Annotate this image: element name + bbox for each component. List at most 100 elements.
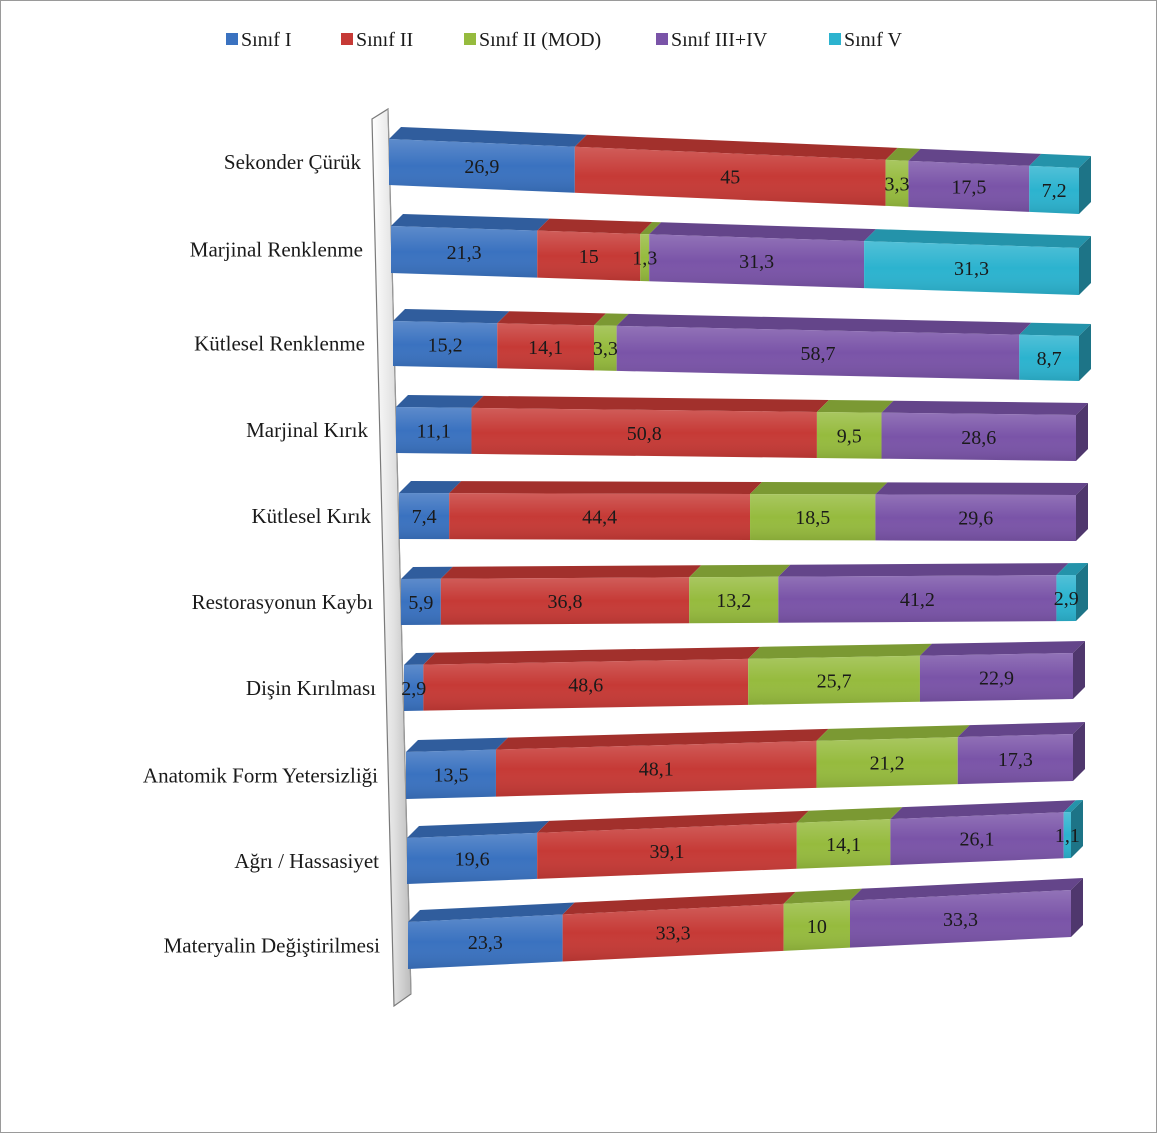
legend-label: Sınıf II (MOD) (479, 29, 601, 51)
legend-label: Sınıf V (844, 29, 903, 51)
bar-segment-sinif-i (401, 566, 453, 625)
data-label-sinif-i: 13,5 (433, 764, 468, 786)
bar-top-face (640, 221, 662, 235)
bar-end-face (1076, 483, 1088, 541)
bar-segment-sinif-i (391, 214, 550, 278)
bar-segment-sinif-i (407, 820, 550, 884)
bar-end-face (1071, 800, 1083, 858)
bar-shine (449, 493, 751, 541)
legend-item-sinif-ii: Sınıf II (341, 29, 413, 51)
bar-top-face (850, 878, 1083, 901)
bar-shine (816, 411, 882, 459)
data-label-sinif-ii-mod: 10 (807, 916, 827, 938)
bar-top-face (783, 888, 862, 904)
data-label-sinif-ii-mod: 3,3 (593, 338, 618, 360)
bar-end-face (1076, 403, 1088, 461)
bar-top-face (574, 134, 898, 160)
bar-shine (850, 890, 1071, 948)
data-label-sinif-ii: 39,1 (649, 841, 684, 863)
bar-segment-sinif-i (408, 902, 575, 969)
bar-end-face (1076, 563, 1088, 621)
bar-segment-sinif-ii-mod (640, 221, 662, 282)
data-label-sinif-ii-mod: 9,5 (837, 425, 862, 447)
category-label-restorasyonun-kaybi: Restorasyonun Kaybı (192, 590, 374, 614)
bar-segment-sinif-ii (423, 646, 761, 711)
data-label-sinif-ii: 14,1 (528, 337, 563, 359)
data-label-sinif-v: 2,9 (1054, 588, 1079, 610)
bar-top-face (404, 652, 436, 665)
chart-bars: 26,9 45 3,3 17,5 7,2 21,3 15 1,3 31,3 31,3 15,2 14,… (389, 127, 1091, 969)
data-label-sinif-iii-iv: 58,7 (800, 343, 835, 365)
bar-top-face (1029, 153, 1091, 168)
bar-segment-sinif-iii-iv (616, 313, 1032, 380)
bar-top-face (908, 148, 1042, 166)
bar-segment-sinif-v (1063, 800, 1083, 859)
bar-shine (750, 494, 876, 541)
data-label-sinif-v: 1,1 (1055, 825, 1080, 847)
data-label-sinif-iii-iv: 33,3 (943, 909, 978, 931)
bar-top-face (391, 214, 550, 231)
bar-shine (640, 233, 650, 282)
bar-segment-sinif-ii-mod (796, 807, 903, 869)
bar-row-disin-kirilmasi: 2,9 48,6 25,7 22,9 (401, 641, 1085, 711)
data-label-sinif-ii: 36,8 (548, 591, 583, 613)
bar-shine (890, 812, 1064, 866)
bar-segment-sinif-iii-iv (957, 722, 1085, 785)
bar-segment-sinif-ii-mod (750, 482, 888, 541)
bar-shine (440, 577, 690, 625)
data-label-sinif-ii: 44,4 (582, 507, 617, 529)
data-label-sinif-v: 31,3 (954, 258, 989, 280)
bar-segment-sinif-i (404, 652, 436, 711)
bar-top-face (401, 566, 453, 579)
bar-shine (885, 159, 909, 207)
bar-top-face (449, 481, 763, 495)
bar-top-face (440, 565, 702, 579)
bar-segment-sinif-ii (495, 728, 829, 797)
bar-row-marjinal-kirik: 11,1 50,8 9,5 28,6 (396, 395, 1088, 461)
bar-segment-sinif-iii-iv (778, 563, 1069, 623)
bar-segment-sinif-ii-mod (885, 147, 921, 207)
bar-shine (408, 914, 563, 969)
bar-segment-sinif-ii-mod (816, 399, 894, 459)
legend-item-sinif-ii-mod: Sınıf II (MOD) (464, 29, 601, 51)
bar-shine (471, 407, 817, 458)
bar-shine (406, 749, 496, 799)
bar-top-face (890, 800, 1076, 820)
bar-top-face (616, 313, 1032, 335)
data-label-sinif-i: 26,9 (464, 156, 499, 178)
bar-top-face (1063, 800, 1083, 813)
bar-segment-sinif-v (1056, 563, 1088, 622)
bar-shine (875, 494, 1076, 541)
bar-end-face (1071, 878, 1083, 937)
bar-top-face (393, 309, 510, 324)
bar-top-face (537, 810, 809, 833)
bar-top-face (471, 395, 829, 412)
bar-segment-sinif-i (399, 481, 462, 540)
data-label-sinif-ii: 50,8 (627, 423, 662, 445)
legend-swatch (464, 33, 476, 45)
bar-segment-sinif-ii (471, 395, 829, 458)
category-label-kutlesel-kirik: Kütlesel Kırık (251, 504, 371, 528)
bar-shine (562, 903, 784, 962)
data-label-sinif-ii: 15 (579, 246, 599, 268)
data-label-sinif-i: 19,6 (455, 848, 490, 870)
bar-shine (593, 325, 617, 371)
bar-end-face (1073, 722, 1085, 781)
bar-shine (881, 412, 1076, 461)
data-label-sinif-i: 5,9 (408, 592, 433, 614)
bar-top-face (562, 891, 796, 915)
data-label-sinif-ii-mod: 1,3 (632, 248, 657, 270)
bar-segment-sinif-v (1029, 153, 1091, 214)
bar-top-face (407, 820, 550, 838)
bar-shine (393, 321, 498, 369)
legend-label: Sınıf III+IV (671, 29, 768, 51)
bar-shine (864, 241, 1079, 295)
bar-segment-sinif-ii (562, 891, 796, 962)
category-label-marjinal-renklenme: Marjinal Renklenme (190, 238, 363, 262)
bar-shine (748, 655, 920, 705)
bar-shine (908, 160, 1030, 212)
data-label-sinif-ii-mod: 14,1 (826, 834, 861, 856)
data-label-sinif-ii: 48,1 (639, 759, 674, 781)
